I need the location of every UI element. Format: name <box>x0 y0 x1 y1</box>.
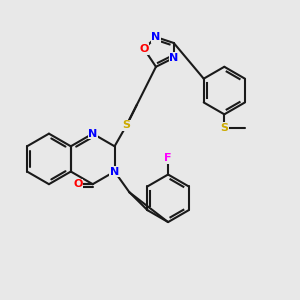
Text: N: N <box>169 53 178 63</box>
Text: N: N <box>151 32 160 42</box>
Text: N: N <box>88 129 97 139</box>
Text: O: O <box>73 179 83 189</box>
Text: N: N <box>110 167 119 176</box>
Text: F: F <box>164 153 172 163</box>
Text: S: S <box>122 121 130 130</box>
Text: S: S <box>220 123 228 133</box>
Text: O: O <box>140 44 149 54</box>
